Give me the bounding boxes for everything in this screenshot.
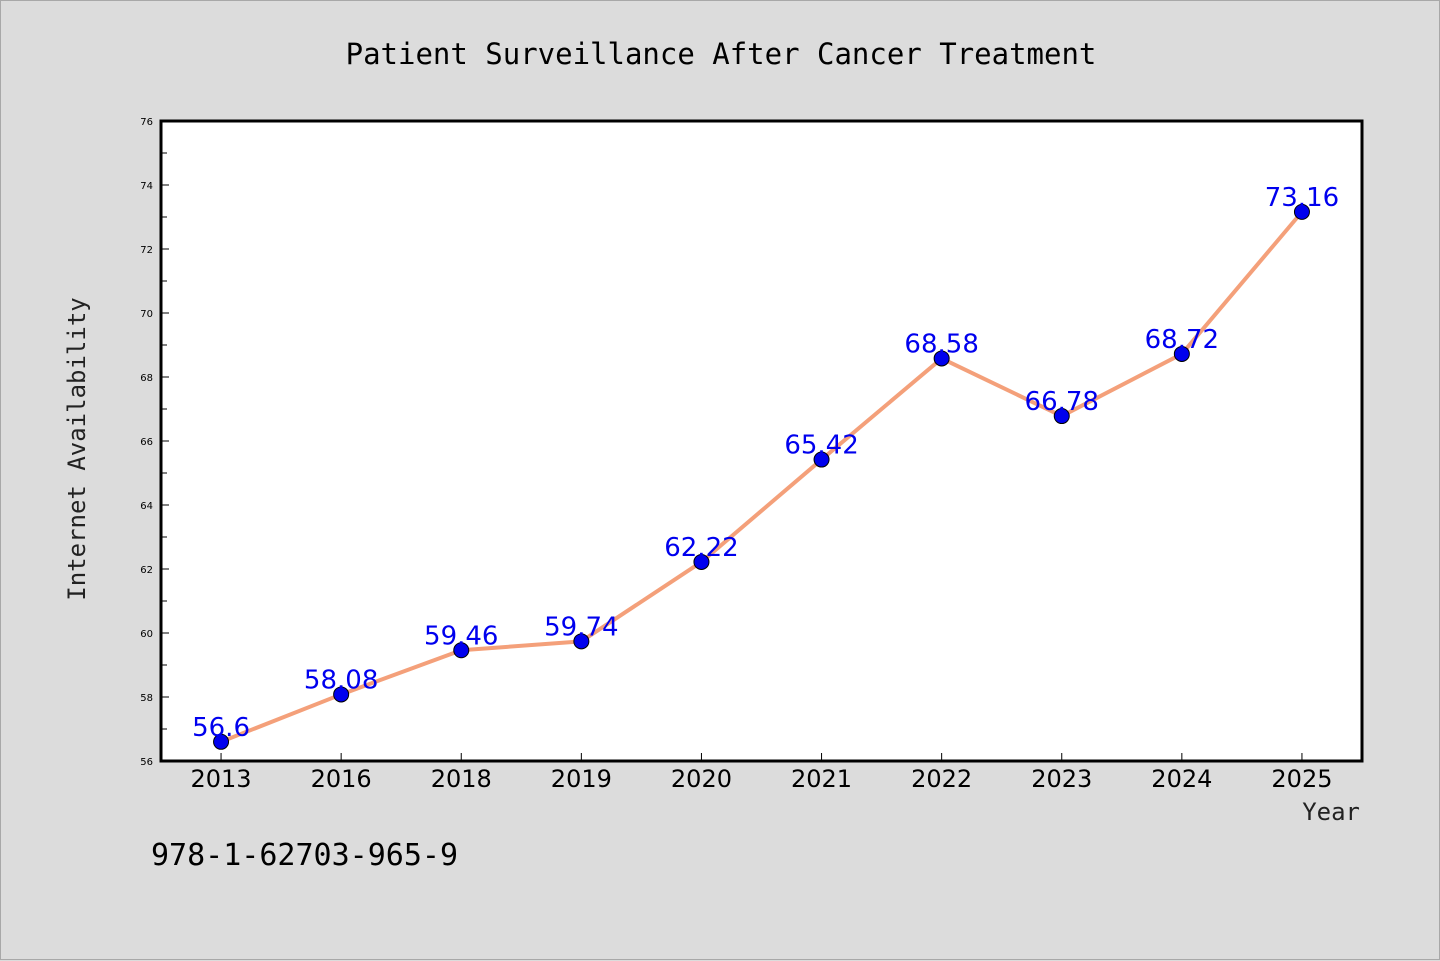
y-tick-label: 58 <box>140 693 153 704</box>
x-tick-label: 2021 <box>791 765 852 793</box>
data-point-marker <box>573 633 590 650</box>
x-tick-label: 2013 <box>191 765 252 793</box>
y-tick-label: 56 <box>140 757 153 768</box>
data-point-marker <box>213 733 230 750</box>
x-axis: 2013 2016 2018 2019 2020 2021 2022 2023 2024 2025 <box>191 753 1332 793</box>
y-tick-label: 72 <box>140 245 153 256</box>
x-tick-label: 2020 <box>671 765 732 793</box>
data-point-marker <box>333 686 350 703</box>
y-tick-label: 66 <box>140 437 153 448</box>
data-label: 56.6 <box>192 713 250 743</box>
y-axis: 56 58 60 62 64 66 68 70 72 74 76 <box>140 117 169 768</box>
y-tick-label: 76 <box>140 117 153 128</box>
x-tick-label: 2022 <box>911 765 972 793</box>
y-tick-label: 74 <box>140 181 153 192</box>
data-point-marker <box>933 350 950 367</box>
data-labels-group: 56.6 58.08 59.46 59.74 62.22 65.42 68.58 66.78 6… <box>192 183 1339 743</box>
plot-border <box>159 119 1364 763</box>
data-point-marker <box>1053 408 1070 425</box>
x-tick-label: 2025 <box>1271 765 1332 793</box>
data-label: 68.58 <box>904 329 978 359</box>
data-label: 59.74 <box>544 612 618 642</box>
x-axis-label: Year <box>1302 798 1360 826</box>
data-label: 62.22 <box>664 533 738 563</box>
x-tick-label: 2019 <box>551 765 612 793</box>
data-label: 68.72 <box>1145 325 1219 355</box>
data-label: 73.16 <box>1265 183 1339 213</box>
plot-area <box>161 121 1362 761</box>
data-label: 65.42 <box>784 431 858 461</box>
data-point-marker <box>1293 203 1310 220</box>
x-tick-label: 2024 <box>1151 765 1212 793</box>
data-point-marker <box>693 553 710 570</box>
y-tick-label: 64 <box>140 501 153 512</box>
x-tick-label: 2023 <box>1031 765 1092 793</box>
data-label: 66.78 <box>1025 387 1099 417</box>
data-point-marker <box>1173 345 1190 362</box>
data-label: 59.46 <box>424 621 498 651</box>
y-axis-label: Internet Availability <box>63 297 91 600</box>
y-tick-label: 62 <box>140 565 153 576</box>
data-label: 58.08 <box>304 665 378 695</box>
x-tick-label: 2018 <box>431 765 492 793</box>
y-tick-label: 70 <box>140 309 153 320</box>
x-tick-label: 2016 <box>311 765 372 793</box>
y-tick-label: 60 <box>140 629 153 640</box>
data-point-marker <box>813 451 830 468</box>
series-line <box>219 209 1304 744</box>
series-line-group <box>213 203 1310 750</box>
chart-title: Patient Surveillance After Cancer Treatm… <box>346 37 1097 71</box>
data-point-marker <box>453 642 470 659</box>
isbn-text: 978-1-62703-965-9 <box>151 838 458 873</box>
y-tick-label: 68 <box>140 373 153 384</box>
